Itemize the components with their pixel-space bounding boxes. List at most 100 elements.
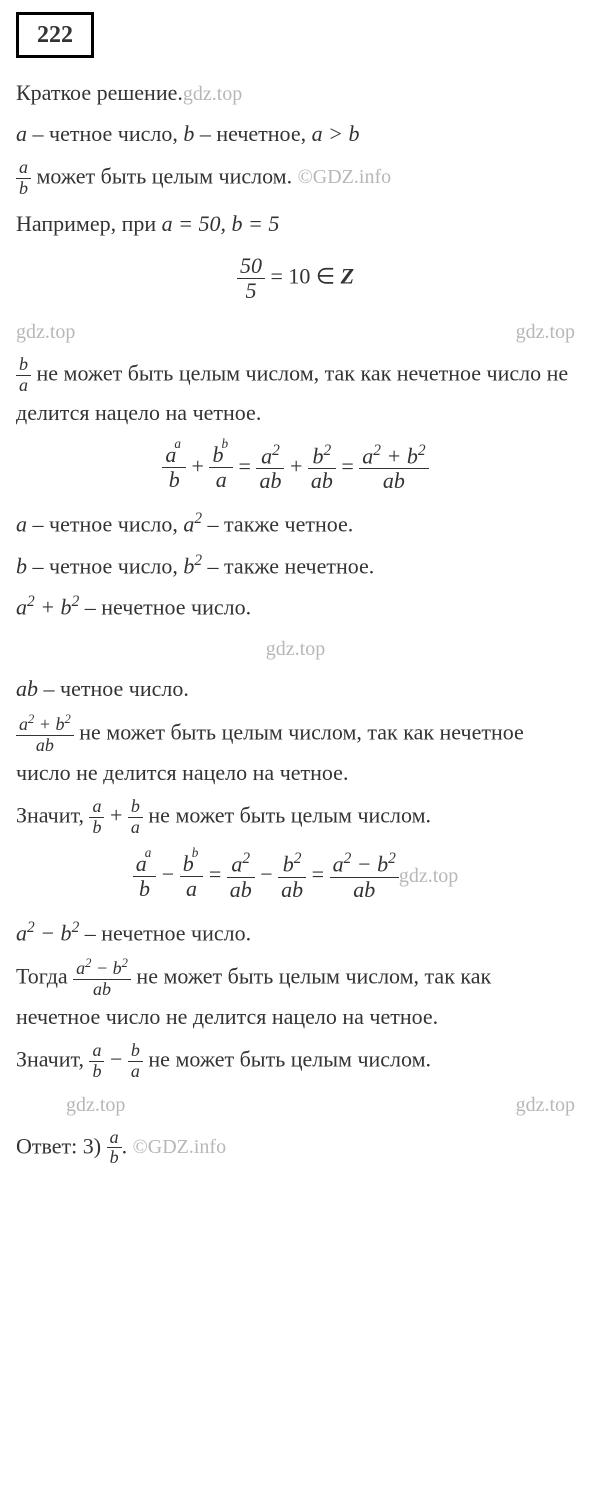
txt: не может быть целым числом, так как нече… bbox=[16, 720, 524, 785]
txt: – четное число, bbox=[27, 553, 183, 578]
txt: не может быть целым числом. bbox=[143, 1046, 431, 1071]
txt: Значит, bbox=[16, 1046, 89, 1071]
b: b bbox=[313, 443, 324, 468]
frac: a2ab bbox=[256, 443, 284, 494]
sq: 2 bbox=[373, 442, 381, 459]
den: b bbox=[133, 877, 157, 901]
op: − bbox=[351, 852, 377, 877]
txt: не может быть целым числом, так как нече… bbox=[16, 360, 568, 424]
op: = bbox=[336, 453, 359, 478]
op: + bbox=[34, 714, 55, 734]
frac: a2 + b2ab bbox=[359, 443, 428, 494]
num: a bbox=[89, 797, 104, 818]
num: bb bbox=[209, 443, 233, 468]
txt: Например, при bbox=[16, 211, 162, 236]
op: + bbox=[284, 453, 307, 478]
a: a bbox=[333, 852, 344, 877]
txt: не может быть целым числом. bbox=[143, 802, 431, 827]
num: a bbox=[107, 1128, 122, 1149]
b: b bbox=[283, 852, 294, 877]
frac-ab: ab bbox=[16, 158, 31, 199]
frac: aab bbox=[133, 852, 157, 901]
frac: a2 − b2ab bbox=[330, 851, 399, 902]
frac: ba bbox=[128, 1041, 143, 1082]
wm: gdz.top bbox=[516, 317, 575, 347]
watermark-credit-1: ©GDZ.info bbox=[298, 166, 392, 188]
num: aa bbox=[133, 852, 157, 877]
num: a2 bbox=[227, 851, 255, 878]
txt: Тогда bbox=[16, 964, 73, 989]
equation-3: aab − bba = a2ab − b2ab = a2 − b2abgdz.t… bbox=[16, 851, 575, 902]
den: ab bbox=[227, 878, 255, 902]
line-12: Тогда a2 − b2ab не может быть целым числ… bbox=[16, 957, 575, 1033]
den: ab bbox=[359, 469, 428, 493]
line-1: a – четное число, b – нечетное, a > b bbox=[16, 117, 575, 150]
wm: gdz.top bbox=[266, 638, 325, 660]
sq: 2 bbox=[242, 850, 250, 867]
watermark-1: gdz.top bbox=[183, 83, 242, 105]
eq-rhs: = 10 ∈ bbox=[265, 263, 341, 288]
line-3: Например, при a = 50, b = 5 bbox=[16, 207, 575, 240]
den: ab bbox=[73, 980, 131, 1000]
line-2: ab может быть целым числом. ©GDZ.info bbox=[16, 158, 575, 199]
op: = bbox=[233, 453, 256, 478]
frac: ab bbox=[89, 797, 104, 838]
den: a bbox=[128, 818, 143, 838]
num: a2 − b2 bbox=[330, 851, 399, 878]
txt: – также нечетное. bbox=[202, 553, 374, 578]
wm: gdz.top bbox=[516, 1090, 575, 1120]
num: b2 bbox=[308, 443, 336, 470]
sq: 2 bbox=[388, 850, 396, 867]
num: 50 bbox=[237, 254, 265, 279]
dot: . bbox=[122, 1133, 133, 1158]
frac-50-5: 505 bbox=[237, 254, 265, 303]
den: b bbox=[89, 1062, 104, 1082]
op: + bbox=[381, 443, 407, 468]
op: = bbox=[306, 862, 329, 887]
frac: bba bbox=[180, 852, 204, 901]
b: b bbox=[407, 443, 418, 468]
den: a bbox=[16, 376, 31, 396]
num: b bbox=[128, 1041, 143, 1062]
den: ab bbox=[330, 878, 399, 902]
watermark-row-1: gdz.top gdz.top bbox=[16, 317, 575, 347]
frac: b2ab bbox=[278, 851, 306, 902]
answer-line: Ответ: 3) ab. ©GDZ.info bbox=[16, 1128, 575, 1169]
var: b bbox=[183, 553, 194, 578]
intro-text: Краткое решение. bbox=[16, 80, 183, 105]
op: − bbox=[104, 1046, 127, 1071]
b: b bbox=[113, 958, 122, 978]
op: + bbox=[186, 453, 209, 478]
frac: a2 + b2ab bbox=[16, 713, 74, 756]
sq: 2 bbox=[64, 712, 70, 726]
den: a bbox=[180, 877, 204, 901]
num: a2 bbox=[256, 443, 284, 470]
txt: – нечетное число. bbox=[79, 594, 251, 619]
den: ab bbox=[256, 469, 284, 493]
sq: 2 bbox=[27, 919, 35, 936]
watermark-credit-2: ©GDZ.info bbox=[133, 1136, 227, 1158]
frac-ba: ba bbox=[16, 355, 31, 396]
frac: a2ab bbox=[227, 851, 255, 902]
equation-2: aab + bba = a2ab + b2ab = a2 + b2ab bbox=[16, 443, 575, 494]
var: a bbox=[16, 920, 27, 945]
line-13: Значит, ab − ba не может быть целым числ… bbox=[16, 1041, 575, 1082]
var: − b bbox=[35, 920, 72, 945]
num: a bbox=[89, 1041, 104, 1062]
line-11: a2 − b2 – нечетное число. bbox=[16, 916, 575, 949]
a: a bbox=[19, 714, 28, 734]
line-5: a – четное число, a2 – также четное. bbox=[16, 507, 575, 540]
var: ab bbox=[16, 676, 38, 701]
answer-label: Ответ: 3) bbox=[16, 1133, 101, 1158]
answer-frac: ab bbox=[107, 1128, 122, 1169]
sq: 2 bbox=[272, 442, 280, 459]
num: a2 + b2 bbox=[359, 443, 428, 470]
den: ab bbox=[16, 736, 74, 756]
frac: ab bbox=[89, 1041, 104, 1082]
line-9: a2 + b2ab не может быть целым числом, та… bbox=[16, 713, 575, 789]
txt: может быть целым числом. bbox=[31, 163, 298, 188]
set-z: Z bbox=[341, 263, 354, 288]
problem-number: 222 bbox=[37, 22, 73, 48]
sq: 2 bbox=[194, 552, 202, 569]
num: bb bbox=[180, 852, 204, 877]
